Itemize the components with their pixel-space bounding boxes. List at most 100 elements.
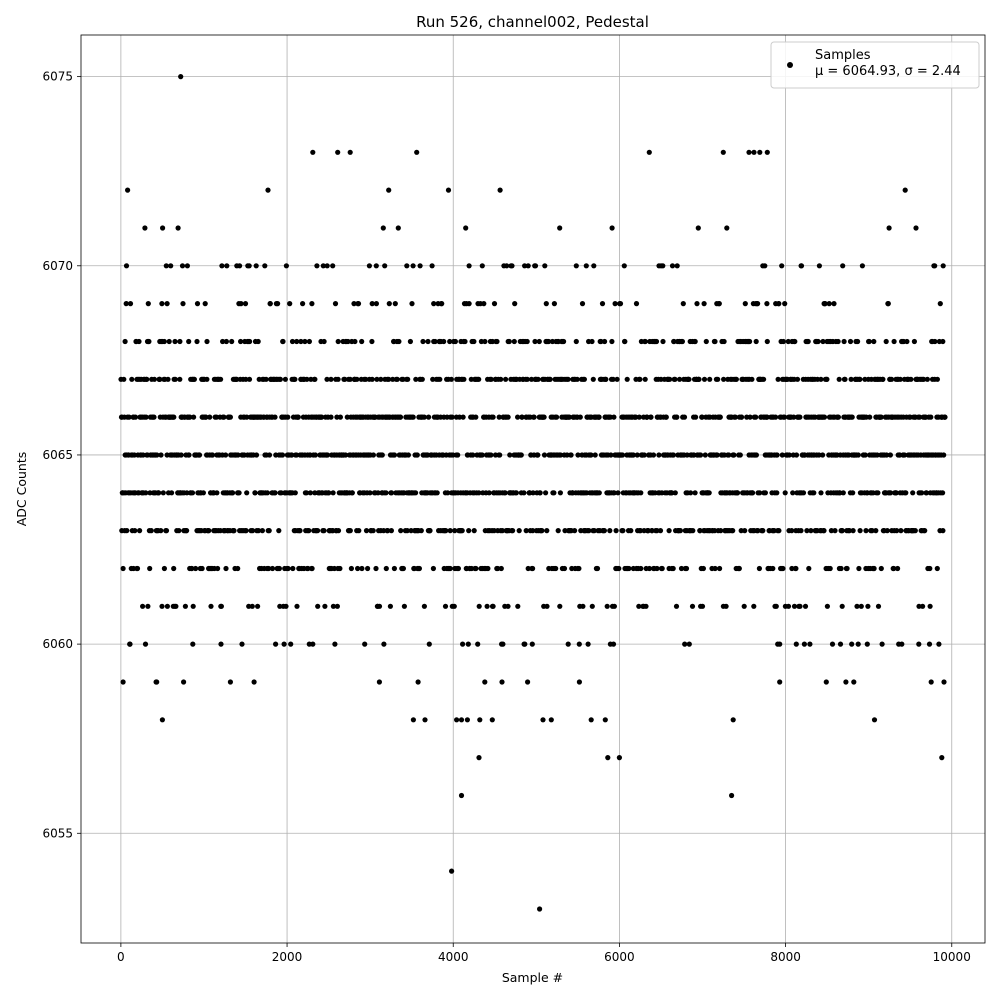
data-point [760, 528, 766, 534]
data-point [543, 301, 549, 307]
data-point [712, 565, 718, 572]
data-point [223, 338, 229, 345]
data-point [160, 225, 166, 231]
data-point [561, 565, 568, 572]
data-point [524, 338, 530, 345]
data-point [429, 263, 435, 269]
legend-box [770, 41, 980, 89]
data-point [919, 490, 925, 496]
data-point [285, 565, 291, 572]
outlier-point [477, 717, 483, 723]
data-point [124, 528, 130, 534]
data-point [122, 338, 128, 345]
data-point [794, 376, 801, 382]
data-point [218, 376, 224, 382]
data-point [120, 679, 126, 685]
data-point [126, 414, 132, 420]
data-point [276, 565, 282, 572]
data-point [824, 603, 831, 609]
data-point [253, 263, 259, 269]
data-point [547, 376, 553, 382]
data-point [842, 376, 848, 382]
data-point [789, 528, 795, 534]
data-point [239, 641, 245, 647]
outlier-point [335, 149, 341, 155]
data-point [471, 338, 477, 345]
data-point [259, 528, 265, 534]
data-point [755, 528, 761, 534]
data-point [203, 414, 209, 420]
data-point [674, 414, 680, 420]
data-point [885, 301, 891, 307]
x-tick-label: 8000 [770, 950, 801, 964]
data-point [717, 414, 723, 420]
data-point [415, 679, 421, 685]
data-point [536, 338, 542, 345]
data-point [553, 565, 559, 572]
data-point [180, 301, 186, 307]
data-point [479, 263, 485, 269]
data-point [151, 414, 157, 420]
data-point [901, 452, 908, 458]
data-point [621, 263, 627, 269]
data-point [466, 528, 472, 534]
data-point [657, 528, 664, 534]
data-point [356, 528, 362, 534]
data-point [172, 338, 178, 345]
data-point [366, 263, 372, 269]
data-point [158, 452, 164, 458]
data-point [490, 414, 496, 420]
data-point [849, 414, 855, 420]
data-point [176, 528, 182, 534]
data-point [238, 338, 244, 345]
data-point [461, 376, 467, 382]
data-point [770, 565, 776, 572]
data-point [645, 528, 651, 534]
data-point [826, 301, 832, 307]
data-point [525, 679, 531, 685]
data-point [525, 565, 531, 572]
data-point [660, 338, 666, 345]
data-point [776, 528, 782, 534]
data-point [352, 338, 358, 345]
data-point [194, 338, 200, 345]
data-point [774, 452, 780, 458]
data-point [495, 565, 501, 572]
data-point [506, 338, 512, 345]
data-point [322, 603, 328, 609]
data-point [614, 376, 620, 382]
legend-stats-label: μ = 6064.93, σ = 2.44 [815, 64, 961, 79]
data-point [786, 452, 792, 458]
data-point [186, 338, 192, 345]
data-point [347, 528, 353, 534]
data-point [828, 528, 835, 534]
data-point [573, 338, 579, 345]
data-point [413, 490, 419, 496]
data-point [841, 338, 847, 345]
data-point [497, 452, 503, 458]
data-point [266, 565, 272, 572]
data-point [498, 565, 504, 572]
data-point [558, 452, 564, 458]
data-point [380, 225, 386, 231]
data-point [723, 603, 729, 609]
data-point [266, 452, 273, 458]
data-point [693, 414, 699, 420]
data-point [280, 338, 286, 345]
data-point [363, 376, 369, 382]
data-point [761, 376, 767, 382]
data-point [282, 376, 288, 382]
data-point [532, 338, 538, 345]
data-point [634, 452, 640, 458]
data-point [383, 565, 389, 572]
data-point [696, 376, 702, 382]
data-point [499, 679, 505, 685]
data-point [455, 452, 461, 458]
data-point [757, 490, 763, 496]
data-point [246, 263, 252, 269]
data-point [389, 490, 395, 496]
data-point [312, 452, 318, 458]
data-point [255, 338, 261, 345]
data-point [742, 301, 748, 307]
data-point [396, 338, 402, 345]
